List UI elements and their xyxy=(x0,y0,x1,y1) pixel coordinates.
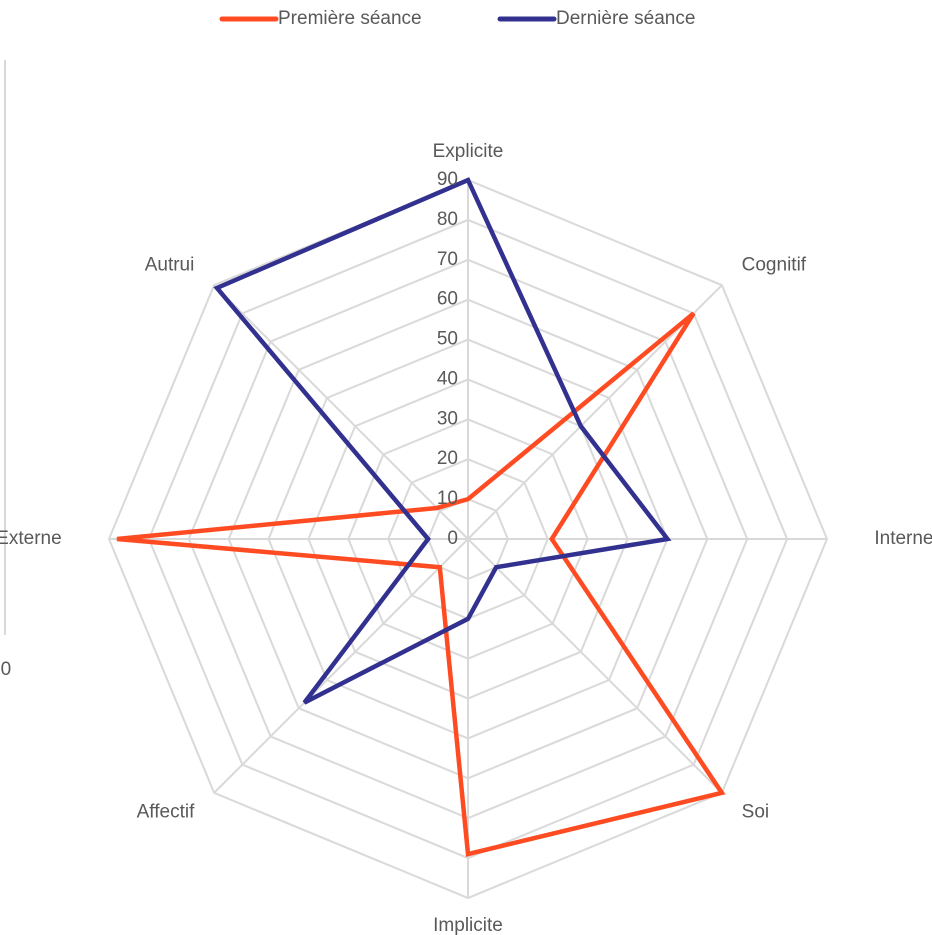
category-label: Explicite xyxy=(433,141,504,162)
spoke xyxy=(213,538,469,794)
tick-label: 40 xyxy=(437,368,458,389)
category-label: Implicite xyxy=(433,915,503,935)
category-label: Autrui xyxy=(145,254,195,275)
tick-label: 50 xyxy=(437,329,458,350)
tick-label: 0 xyxy=(447,528,458,549)
category-label: Externe xyxy=(0,528,62,549)
edge-label: 30 xyxy=(0,659,11,680)
legend-label: Première séance xyxy=(278,8,422,29)
spoke xyxy=(467,538,723,794)
spoke xyxy=(213,284,469,540)
tick-label: 60 xyxy=(437,289,458,310)
series-line xyxy=(116,311,726,857)
tick-label: 90 xyxy=(437,169,458,190)
category-label: Interne xyxy=(874,528,932,549)
tick-label: 80 xyxy=(437,209,458,230)
tick-label: 30 xyxy=(437,408,458,429)
legend-label: Dernière séance xyxy=(556,8,695,29)
tick-label: 70 xyxy=(437,249,458,270)
tick-label: 10 xyxy=(437,488,458,509)
series-line xyxy=(213,177,672,705)
tick-label: 20 xyxy=(437,448,458,469)
category-label: Cognitif xyxy=(742,254,807,275)
category-label: Affectif xyxy=(137,802,195,823)
category-label: Soi xyxy=(742,802,769,823)
